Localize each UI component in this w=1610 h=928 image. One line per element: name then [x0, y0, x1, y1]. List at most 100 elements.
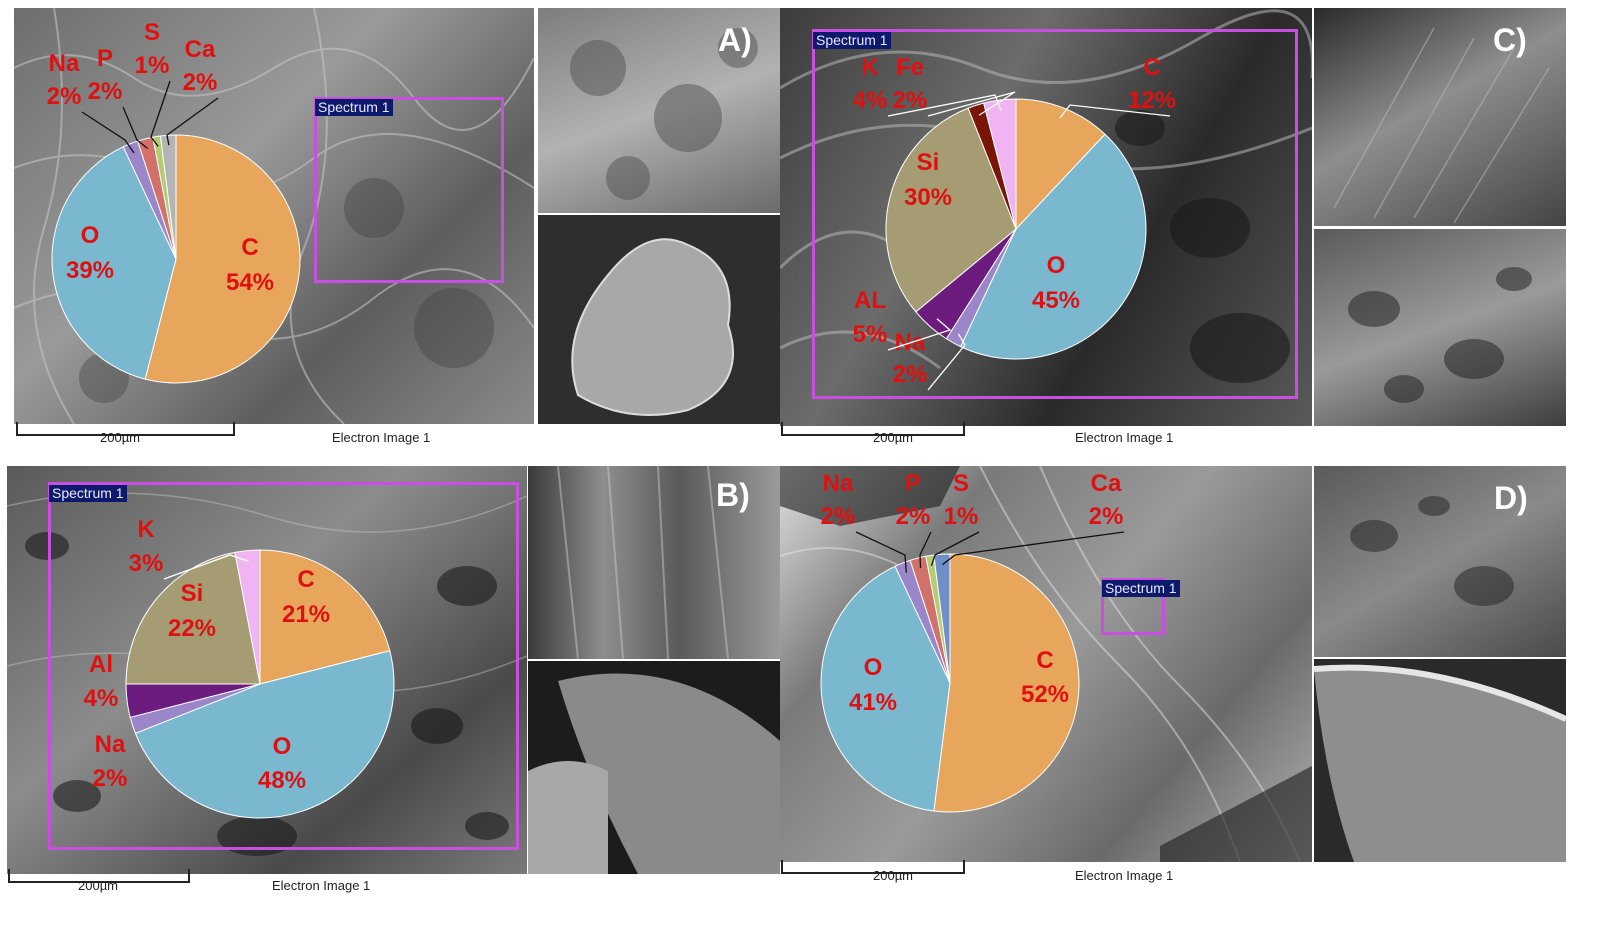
- slice-value-ca: 2%: [1089, 503, 1124, 530]
- slice-label-na: Na: [49, 50, 80, 77]
- leader-line-ca: [942, 531, 1125, 566]
- panel-c: Spectrum 1 C) 200µm Electron Image 1 C 12…: [0, 0, 1610, 460]
- sem-texture-d: [780, 466, 1312, 862]
- slice-value-al: 5%: [853, 321, 888, 348]
- slice-value-o: 39%: [66, 257, 114, 284]
- sem-image-d-bottom: [1314, 659, 1566, 862]
- slice-label-na: Na: [95, 731, 126, 758]
- pie-slice-o: [959, 133, 1147, 360]
- scalebar-b: [8, 869, 190, 883]
- leader-line-na: [855, 531, 907, 573]
- sem-image-a-top: [538, 8, 780, 213]
- scalebar-a: [16, 422, 235, 436]
- pie-chart-a: C 54% O 39% Na 2% P 2% S 1% Ca 2%: [47, 19, 301, 384]
- sem-texture-a-top: [570, 28, 758, 200]
- pie-slice-ca: [159, 134, 177, 260]
- spectrum-tag-b: Spectrum 1: [49, 485, 127, 502]
- pie-slice-c: [259, 549, 391, 685]
- electron-image-label-b: Electron Image 1: [272, 878, 371, 893]
- sem-image-d-top: [1314, 466, 1566, 657]
- leader-line-p: [122, 106, 149, 150]
- sem-texture-c-top: [1333, 27, 1550, 224]
- scale-label-c: 200µm: [873, 430, 914, 445]
- sem-texture-d-top: [1350, 496, 1514, 606]
- scale-label-d: 200µm: [873, 868, 914, 883]
- slice-label-s: S: [953, 470, 969, 497]
- scalebar-d: [781, 860, 965, 874]
- sem-image-c-top: [1314, 8, 1566, 226]
- panel-letter-c: C): [1493, 22, 1527, 58]
- slice-label-o: O: [273, 733, 292, 760]
- pie-slice-si: [125, 551, 261, 685]
- leader-line-s: [150, 80, 171, 147]
- slice-value-p: 2%: [88, 78, 123, 105]
- pie-slice-o: [51, 146, 177, 380]
- slice-value-si: 30%: [904, 184, 952, 211]
- panel-letter-b: B): [716, 477, 750, 513]
- slice-label-s: S: [144, 19, 160, 46]
- leader-line-k: [887, 94, 1002, 117]
- slice-value-o: 41%: [849, 689, 897, 716]
- slice-label-al: Al: [89, 651, 113, 678]
- slice-label-na: Na: [823, 470, 854, 497]
- panel-a: Spectrum 1 A) 200µm Electron Image 1 C 54…: [0, 0, 800, 460]
- leader-line-na: [927, 333, 966, 391]
- spectrum-box-a: [314, 97, 504, 283]
- sem-image-b-bottom: [528, 661, 780, 874]
- slice-value-c: 12%: [1128, 87, 1176, 114]
- spectrum-tag-a: Spectrum 1: [315, 99, 393, 116]
- slice-label-p: P: [905, 470, 921, 497]
- slice-value-na: 2%: [893, 361, 928, 388]
- slice-value-c: 52%: [1021, 681, 1069, 708]
- panel-letter-d: D): [1494, 480, 1528, 516]
- slice-label-ca: Ca: [1091, 470, 1122, 497]
- leader-line-k: [163, 554, 249, 580]
- slice-label-c: C: [1036, 647, 1053, 674]
- slice-label-si: Si: [181, 580, 204, 607]
- slice-label-c: C: [297, 566, 314, 593]
- slice-label-o: O: [1047, 252, 1066, 279]
- slice-value-c: 21%: [282, 601, 330, 628]
- sem-particle-a: [571, 238, 734, 416]
- slice-label-c: C: [241, 234, 258, 261]
- slice-value-k: 3%: [129, 550, 164, 577]
- slice-value-s: 1%: [135, 52, 170, 79]
- slice-label-c: C: [1143, 54, 1160, 81]
- slice-label-ca: Ca: [185, 36, 216, 63]
- panel-letter-a: A): [718, 22, 752, 58]
- sem-image-b-top: [528, 466, 780, 659]
- pie-slice-o: [820, 565, 951, 812]
- spectrum-box-b: [48, 482, 519, 850]
- pie-slice-o: [134, 650, 395, 819]
- electron-image-label-d: Electron Image 1: [1075, 868, 1174, 883]
- scalebar-c: [781, 422, 965, 436]
- pie-slice-c: [933, 553, 1080, 813]
- slice-value-al: 4%: [84, 685, 119, 712]
- leader-line-p: [919, 531, 932, 569]
- slice-value-s: 1%: [944, 503, 979, 530]
- leader-line-na: [81, 111, 135, 154]
- sem-particle-b: [528, 673, 780, 874]
- sem-particle-d: [1314, 664, 1566, 862]
- sem-image-a-bottom: [538, 215, 780, 424]
- slice-value-na: 2%: [821, 503, 856, 530]
- sem-texture-b-top: [557, 466, 729, 659]
- pie-slice-k: [234, 549, 261, 685]
- slice-value-p: 2%: [896, 503, 931, 530]
- slice-label-p: P: [97, 45, 113, 72]
- pie-chart-b: C 21% O 48% Na 2% Al 4% Si 22% K 3%: [84, 516, 395, 819]
- leader-line-al: [887, 318, 952, 351]
- slice-label-fe: Fe: [896, 54, 924, 81]
- spectrum-tag-d: Spectrum 1: [1102, 580, 1180, 597]
- slice-value-c: 54%: [226, 269, 274, 296]
- pie-slice-c: [1015, 98, 1106, 231]
- spectrum-tag-c: Spectrum 1: [813, 32, 891, 49]
- pie-slice-ca: [933, 553, 951, 684]
- slice-label-k: K: [861, 54, 879, 81]
- leader-line-fe: [927, 91, 1016, 117]
- slice-value-na: 2%: [47, 83, 82, 110]
- electron-image-label-c: Electron Image 1: [1075, 430, 1174, 445]
